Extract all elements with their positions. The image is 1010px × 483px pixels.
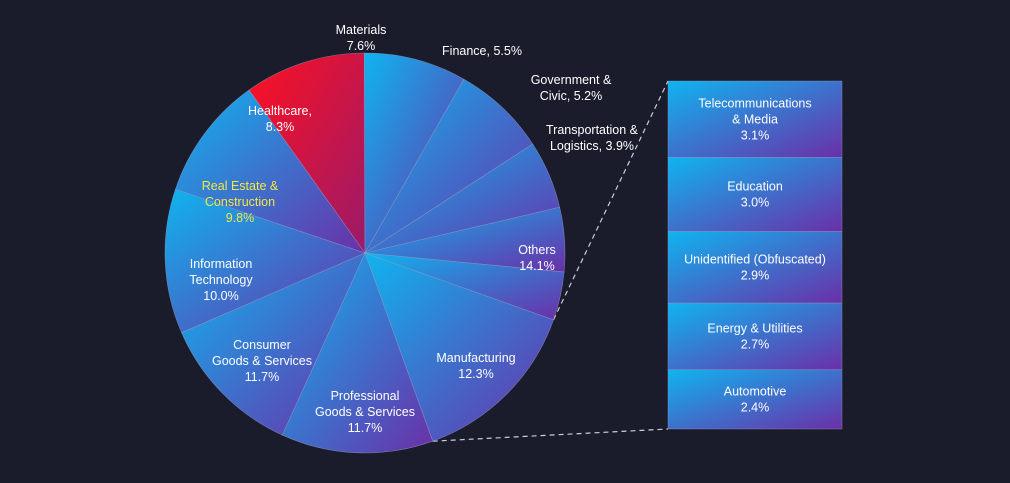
pie-label-information-technology: Information Technology 10.0%: [189, 257, 253, 303]
pie-slice-information-technology: [175, 89, 366, 254]
bar-label-energy-and-utilities: Energy & Utilities 2.7%: [707, 321, 802, 351]
pie-slice-consumer-goods-and-services: [164, 188, 366, 334]
connector-lines: [432, 80, 669, 442]
pie-label-finance: Finance, 5.5%: [442, 44, 522, 58]
bar-segment-automotive: [667, 369, 843, 430]
pie-label-others: Others 14.1%: [518, 243, 556, 273]
bar-segment-telecommunications-and-media: [667, 80, 843, 158]
bar-segment-energy-and-utilities: [667, 302, 843, 371]
pie-slice-others: [364, 252, 554, 442]
bar-segment-education: [667, 157, 843, 232]
pie-slice-transportation-and-logistics: [364, 252, 565, 321]
bar-label-telecommunications-and-media: Telecommunications & Media 3.1%: [698, 96, 811, 142]
bar-segment-unidentified-obfuscated: [667, 231, 843, 304]
pie: Others 14.1% Manufacturing 12.3% Professiona…: [164, 23, 639, 454]
connector-line-top: [552, 80, 669, 321]
bar-label-unidentified-obfuscated: Unidentified (Obfuscated) 2.9%: [684, 252, 826, 282]
pie-slice-professional-goods-and-services: [181, 252, 366, 436]
pie-label-transportation-and-logistics: Transportation & Logistics, 3.9%: [546, 123, 639, 153]
pie-label-professional-goods-and-services: Professional Goods & Services 11.7%: [315, 389, 415, 435]
pie-label-consumer-goods-and-services: Consumer Goods & Services 11.7%: [212, 338, 312, 384]
pie-label-healthcare: Healthcare, 8.3%: [248, 104, 312, 134]
pie-label-manufacturing: Manufacturing 12.3%: [436, 351, 515, 381]
pie-label-materials: Materials 7.6%: [336, 23, 387, 53]
others-breakdown-bar: Telecommunications & Media 3.1% Education 3.…: [667, 80, 843, 430]
pie-slice-materials: [364, 78, 534, 254]
pie-label-government-and-civic: Government & Civic, 5.2%: [531, 73, 612, 103]
pie-label-real-estate-and-construction: Real Estate & Construction 9.8%: [202, 179, 279, 225]
bar-label-automotive: Automotive 2.4%: [724, 384, 787, 414]
pie-slice-healthcare: [364, 52, 465, 255]
connector-line-bottom: [432, 428, 669, 442]
pie-slice-manufacturing: [281, 252, 434, 454]
pie-slice-real-estate-and-construction: [248, 52, 366, 254]
bar-label-education: Education 3.0%: [727, 180, 783, 210]
